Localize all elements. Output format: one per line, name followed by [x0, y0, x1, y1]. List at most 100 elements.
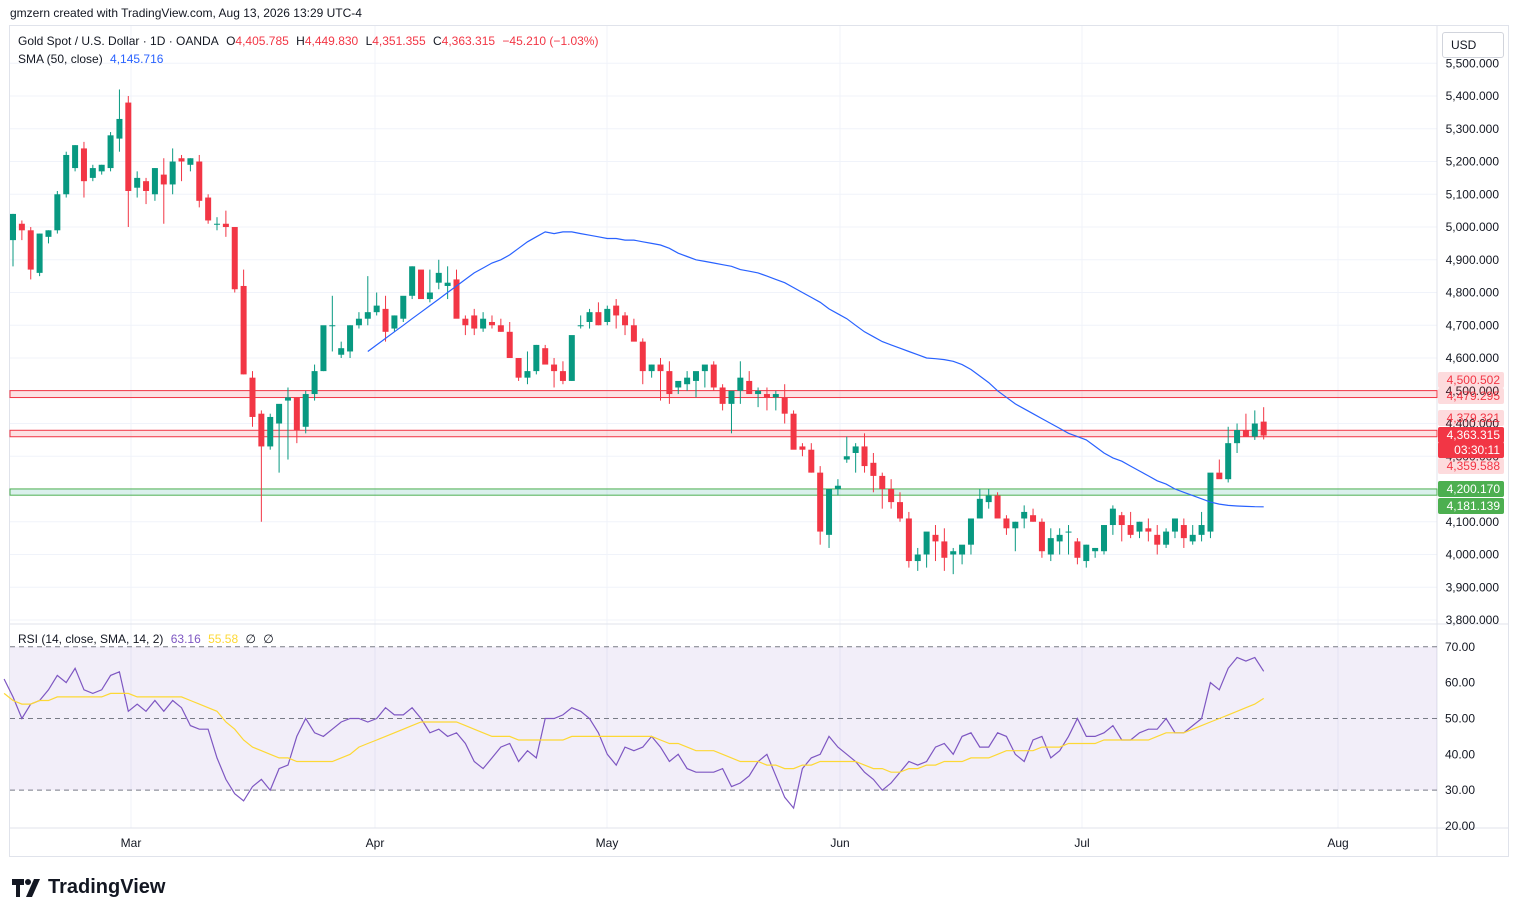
candle [1189, 525, 1196, 545]
candle [888, 479, 895, 509]
candle-body [1056, 534, 1063, 542]
rsi-tick-label: 20.00 [1445, 819, 1475, 833]
candle [302, 390, 309, 434]
candle [1198, 511, 1205, 542]
price-badge: 4,479.295 [1438, 388, 1504, 404]
candle-body [843, 456, 850, 460]
price-badge: 4,379.321 [1438, 410, 1504, 426]
currency-selector[interactable]: USD [1442, 32, 1504, 58]
candle [1163, 528, 1170, 548]
rsi-pane [3, 646, 1437, 810]
close-label: C [432, 34, 442, 48]
high-label: H [296, 34, 305, 48]
candle [515, 358, 522, 381]
price-tick-label: 5,200.000 [1446, 155, 1500, 169]
price-tick-label: 3,900.000 [1446, 580, 1500, 594]
candle [843, 436, 850, 463]
sma-legend: SMA (50, close) 4,145.716 [18, 52, 167, 66]
candle-body [967, 518, 974, 545]
rsi-value: 63.16 [170, 632, 201, 646]
price-badge-bg [1438, 481, 1504, 497]
price-badge-bg [1438, 427, 1504, 443]
candle-body [1118, 515, 1125, 526]
price-tick-label: 5,500.000 [1446, 56, 1500, 70]
rsi-sma-line [3, 692, 1265, 773]
candle [1047, 528, 1054, 562]
candle [817, 466, 824, 545]
candle-body [1074, 541, 1081, 558]
candle-body [80, 148, 87, 182]
price-badge-bg [1438, 388, 1504, 404]
candle [879, 472, 886, 509]
candle-body [604, 308, 611, 322]
candle [178, 154, 185, 182]
candle-body [586, 312, 593, 322]
candle [639, 338, 646, 385]
time-tick-label: Jul [1074, 836, 1089, 850]
candle-body [462, 318, 469, 326]
candle [160, 158, 167, 224]
candle-body [701, 364, 708, 372]
candle-body [1038, 521, 1045, 552]
candle [914, 547, 921, 571]
brand-logo: TradingView [12, 876, 165, 899]
candle-body [169, 161, 176, 185]
candle-body [160, 174, 167, 185]
rsi-tick-label: 40.00 [1445, 747, 1475, 761]
candle-body [506, 331, 513, 359]
candle [1065, 525, 1072, 555]
candle [905, 511, 912, 568]
candle-body [320, 325, 327, 372]
candle-body [763, 394, 770, 398]
candle-body [364, 312, 371, 319]
candle-body [648, 364, 655, 372]
candle-body [355, 318, 362, 326]
high-value: 4,449.830 [304, 34, 359, 48]
candle [1242, 413, 1249, 437]
price-badge: 4,363.315 [1438, 427, 1504, 443]
candle-body [897, 502, 903, 519]
candle [763, 387, 770, 411]
candle [72, 145, 79, 172]
candle [471, 308, 478, 336]
candle [1145, 518, 1152, 542]
candle-body [870, 462, 877, 476]
candle-body [293, 397, 300, 431]
candle-body [684, 377, 691, 385]
candle-body [107, 135, 114, 169]
candle-body [267, 416, 274, 447]
candle [967, 518, 974, 555]
candle-body [622, 315, 629, 326]
candle-body [1154, 534, 1161, 545]
candle [1021, 505, 1028, 529]
candle [577, 315, 584, 329]
candle-body [559, 371, 566, 381]
candle [1118, 511, 1125, 542]
close-value: 4,363.315 [441, 34, 496, 48]
candle-body [1163, 531, 1170, 545]
candle-body [524, 371, 531, 378]
candle [551, 358, 558, 388]
grid [10, 26, 1509, 856]
candle-body [1242, 430, 1249, 437]
candle-body [258, 413, 265, 447]
candle-body [89, 168, 96, 178]
low-value: 4,351.355 [372, 34, 426, 48]
candle [595, 302, 602, 326]
candle [426, 269, 433, 303]
candle [143, 177, 150, 205]
candle [400, 295, 407, 322]
candle [382, 295, 389, 342]
time-tick-label: Apr [366, 836, 385, 850]
candle-body [675, 380, 682, 388]
rsi-line [3, 656, 1265, 810]
price-badge-label: 4,363.315 [1447, 428, 1501, 442]
candle-body [879, 475, 886, 490]
candle [1109, 505, 1116, 535]
candle [196, 154, 203, 208]
candle-body [1251, 423, 1258, 437]
candle [480, 312, 487, 332]
candle [976, 489, 983, 519]
candle-body [817, 472, 824, 532]
